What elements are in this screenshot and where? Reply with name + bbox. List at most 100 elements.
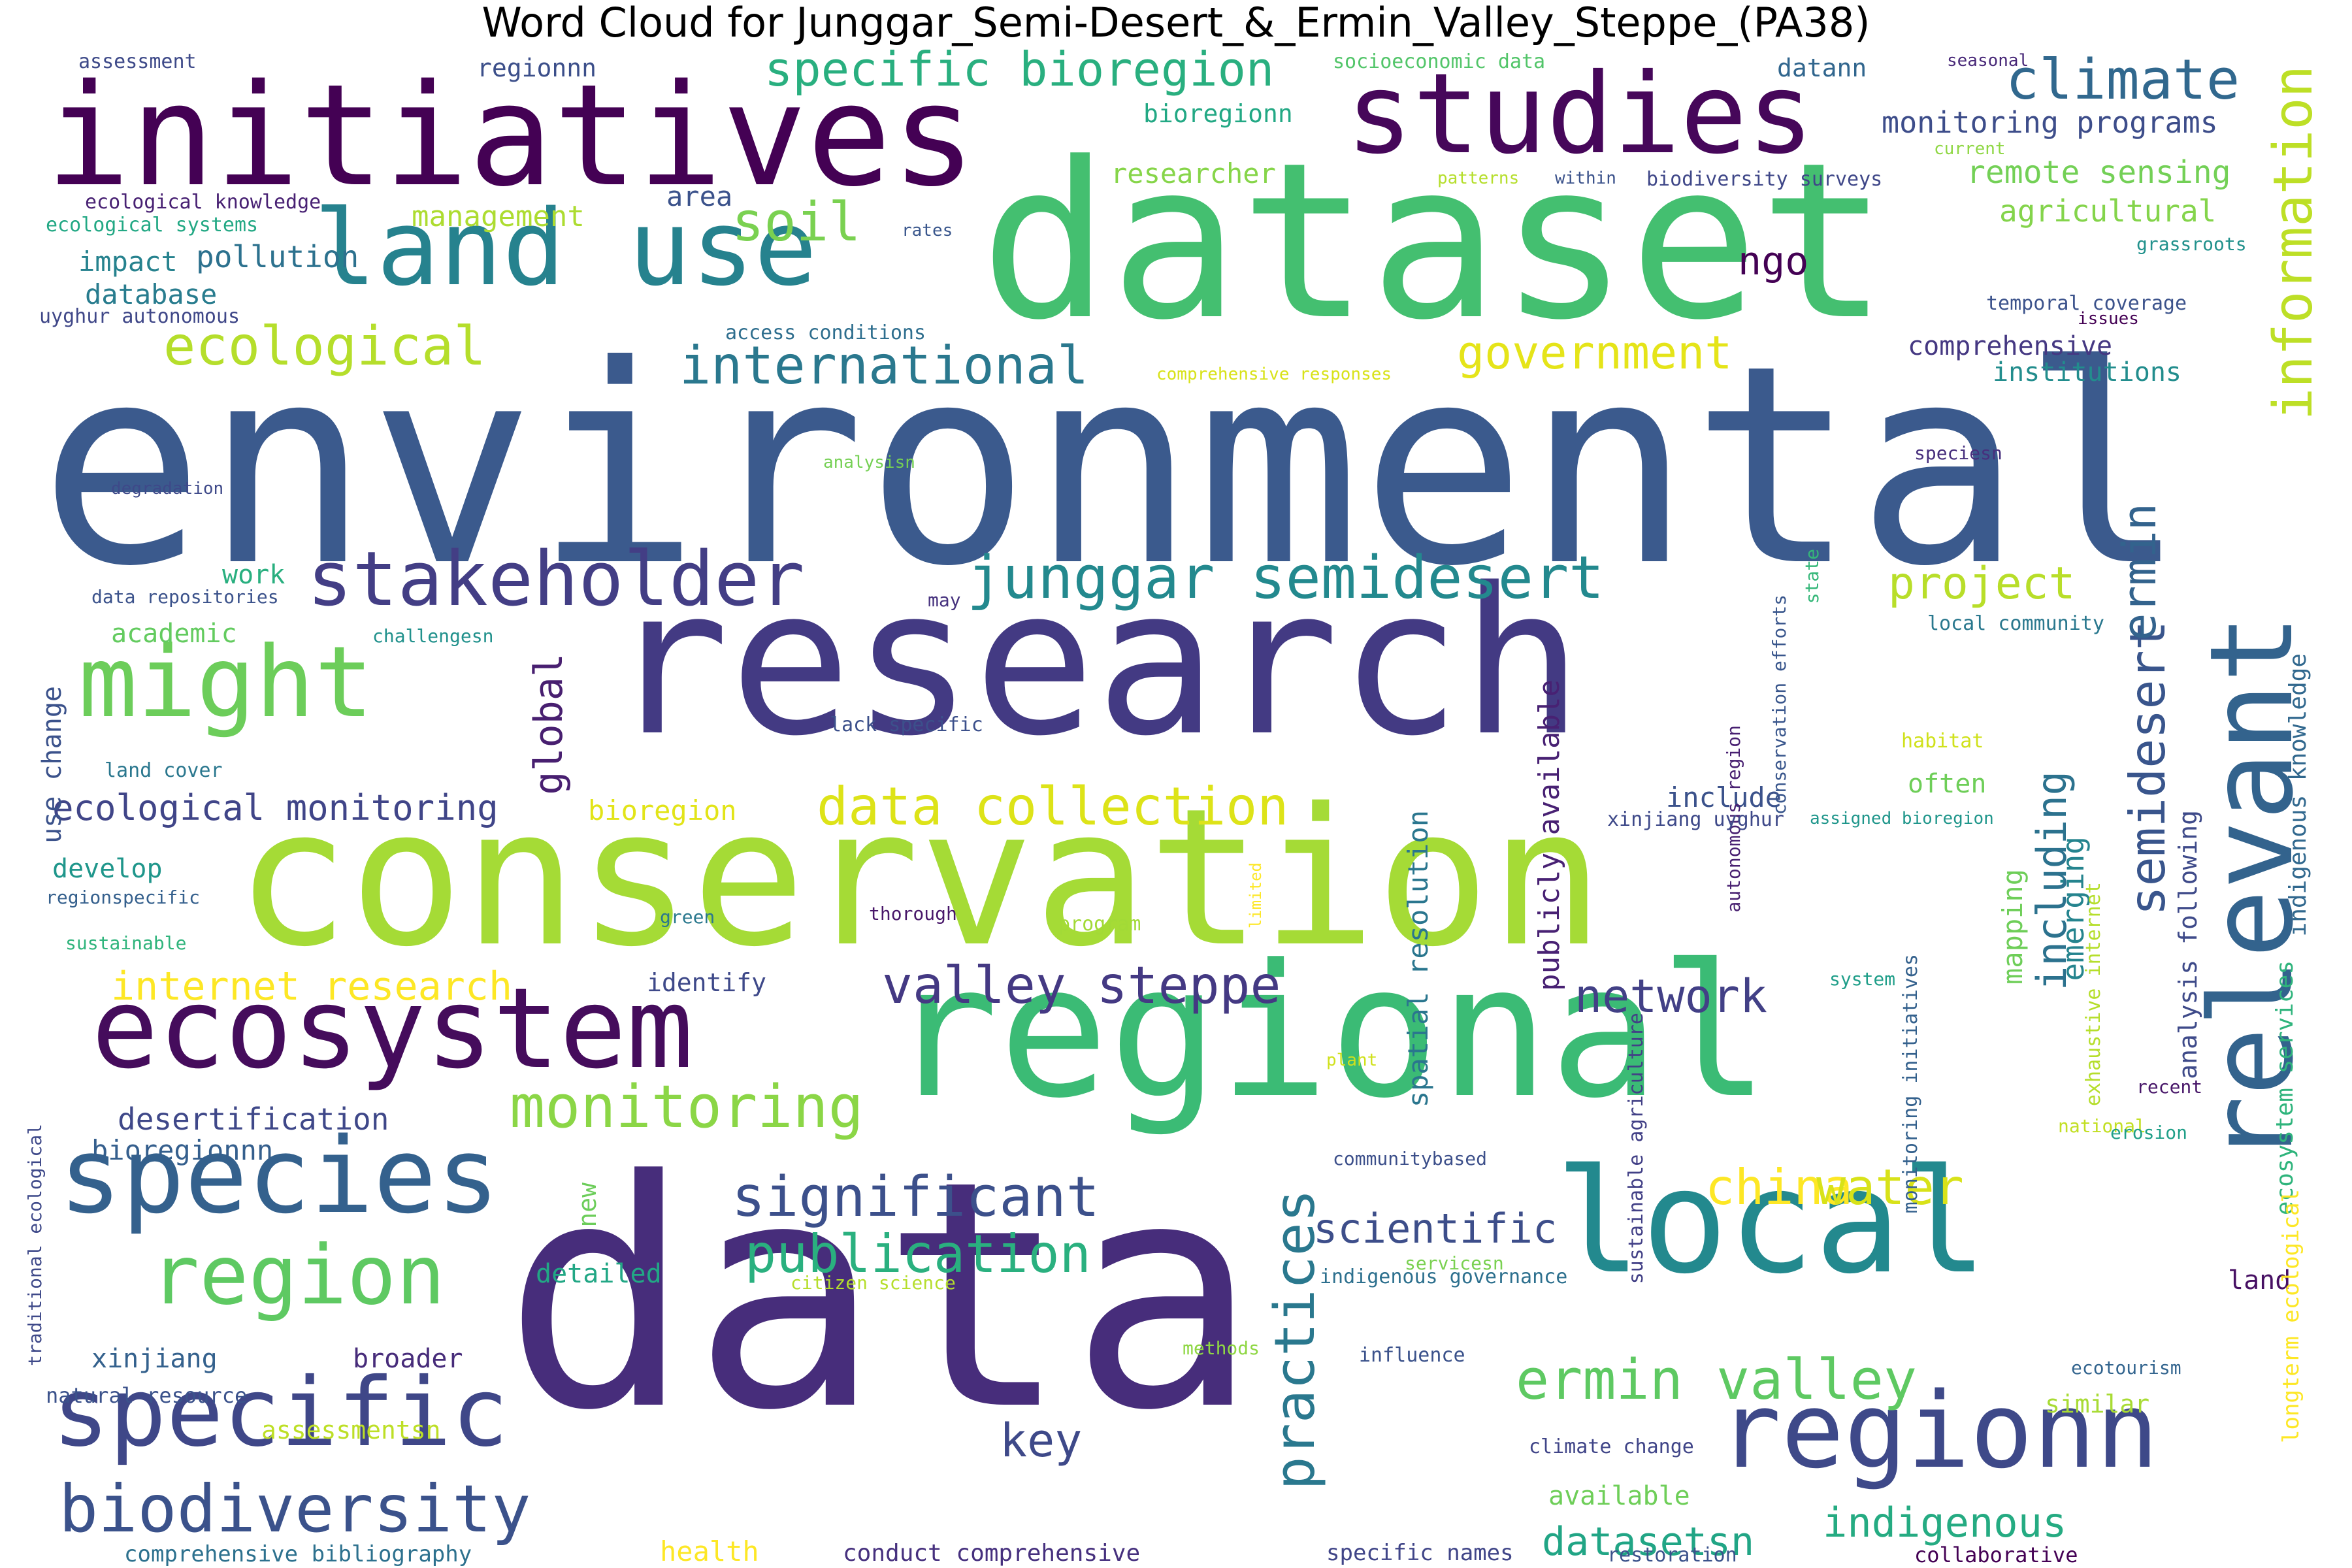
- word-detailed: detailed: [536, 1259, 662, 1289]
- word-xinjiang: xinjiang: [91, 1344, 218, 1374]
- word-bioregion: bioregion: [588, 794, 737, 826]
- word-natural-resource: natural resource: [46, 1383, 248, 1408]
- word-information: information: [2262, 65, 2325, 421]
- word-methods: methods: [1183, 1337, 1260, 1359]
- word-spatial-resolution: spatial resolution: [1402, 810, 1434, 1108]
- word-comprehensive-responses: comprehensive responses: [1156, 365, 1392, 384]
- word-rates: rates: [902, 221, 953, 240]
- word-species: species: [59, 1115, 500, 1237]
- word-sustainable: sustainable: [65, 932, 187, 954]
- word-citizen-science: citizen science: [791, 1272, 956, 1294]
- word-recent: recent: [2136, 1076, 2203, 1098]
- word-plant: plant: [1326, 1051, 1378, 1070]
- word-network: network: [1575, 970, 1768, 1023]
- word-new: new: [573, 1183, 602, 1228]
- word-patterns: patterns: [1437, 169, 1520, 188]
- word-local: local: [1555, 1138, 1988, 1305]
- word-work: work: [222, 560, 286, 590]
- word-might: might: [78, 626, 374, 740]
- word-temporal-coverage: temporal coverage: [1986, 292, 2187, 315]
- word-datasetsn: datasetsn: [1542, 1519, 1755, 1565]
- word-desertification: desertification: [118, 1102, 389, 1137]
- word-traditional-ecological: traditional ecological: [24, 1124, 46, 1366]
- word-socioeconomic-data: socioeconomic data: [1333, 50, 1546, 73]
- word-regionnn: regionnn: [477, 54, 597, 82]
- word-conservation: conservation: [235, 768, 1605, 988]
- word-regionn: regionn: [1718, 1369, 2159, 1492]
- word-management: management: [412, 200, 585, 233]
- word-studies: studies: [1346, 50, 1814, 179]
- word-significant: significant: [732, 1165, 1100, 1230]
- word-assigned-bioregion: assigned bioregion: [1810, 809, 1994, 828]
- word-habitat: habitat: [1901, 730, 1984, 753]
- word-conservation-efforts: conservation efforts: [1769, 595, 1790, 815]
- word-collaborative: collaborative: [1914, 1543, 2078, 1567]
- word-ermin: ermin: [2113, 503, 2166, 641]
- word-bioregionn: bioregionn: [1143, 99, 1293, 128]
- word-institutions: institutions: [1993, 357, 2181, 387]
- word-international: international: [679, 335, 1089, 396]
- word-environmental: environmental: [39, 307, 2187, 627]
- word-bioregionnn: bioregionnn: [91, 1134, 274, 1166]
- word-assessment: assessment: [78, 50, 197, 73]
- chart-title: Word Cloud for Junggar_Semi-Desert_&_Erm…: [482, 0, 1870, 46]
- word-xinjiang-uyghur: xinjiang uyghur: [1607, 808, 1784, 831]
- word-restoration: restoration: [1607, 1544, 1737, 1567]
- word-china: china: [1705, 1158, 1853, 1216]
- word-monitoring: monitoring: [510, 1073, 864, 1141]
- word-influence: influence: [1359, 1344, 1465, 1367]
- word-climate: climate: [2006, 48, 2240, 112]
- word-remote-sensing: remote sensing: [1967, 154, 2231, 191]
- word-sustainable-agriculture: sustainable agriculture: [1625, 1013, 1648, 1284]
- word-region: region: [150, 1228, 446, 1323]
- word-national: national: [2058, 1115, 2146, 1137]
- word-ecological-knowledge: ecological knowledge: [85, 191, 321, 214]
- word-ecological: ecological: [163, 316, 486, 378]
- word-water: water: [1816, 1158, 1964, 1216]
- word-system: system: [1829, 968, 1896, 990]
- word-land-cover: land cover: [105, 759, 223, 782]
- word-use-change: use change: [37, 686, 67, 843]
- word-government: government: [1457, 326, 1733, 380]
- word-seasonal: seasonal: [1947, 51, 2029, 71]
- word-monitoring-initiatives: monitoring initiatives: [1899, 954, 1922, 1214]
- word-degradation: degradation: [111, 479, 224, 498]
- word-junggar-semidesert: junggar semidesert: [967, 544, 1605, 612]
- word-uyghur-autonomous: uyghur autonomous: [39, 305, 240, 328]
- word-state: state: [1801, 549, 1823, 604]
- word-data-collection: data collection: [817, 776, 1289, 837]
- word-global: global: [526, 653, 572, 795]
- word-specific-bioregion: specific bioregion: [764, 42, 1275, 97]
- word-initiatives: initiatives: [46, 54, 976, 218]
- word-within: within: [1555, 169, 1616, 188]
- word-assessmentsn: assessmentsn: [261, 1416, 441, 1445]
- word-project: project: [1888, 558, 2076, 610]
- word-regional: regional: [889, 926, 1770, 1139]
- word-longterm-ecological: longterm ecological: [2278, 1189, 2304, 1443]
- word-speciesn: speciesn: [1914, 442, 2002, 464]
- word-climate-change: climate change: [1529, 1435, 1694, 1458]
- word-area: area: [666, 180, 733, 212]
- word-grassroots: grassroots: [2136, 233, 2247, 255]
- word-scientific: scientific: [1313, 1205, 1558, 1252]
- word-datann: datann: [1777, 54, 1867, 82]
- word-regionspecific: regionspecific: [46, 887, 201, 908]
- word-ecological-monitoring: ecological monitoring: [52, 787, 498, 828]
- word-available: available: [1548, 1481, 1690, 1511]
- word-exhaustive-internet: exhaustive internet: [2082, 882, 2105, 1107]
- word-similar: similar: [2045, 1390, 2150, 1418]
- word-analysis-following: analysis following: [2174, 810, 2202, 1079]
- word-ecosystem-services: ecosystem services: [2272, 960, 2298, 1216]
- word-broader: broader: [353, 1344, 463, 1374]
- word-specific-names: specific names: [1326, 1540, 1514, 1566]
- word-biodiversity-surveys: biodiversity surveys: [1646, 168, 1883, 191]
- word-ecological-systems: ecological systems: [46, 214, 259, 237]
- word-data-repositories: data repositories: [91, 586, 279, 608]
- word-identify: identify: [647, 968, 767, 997]
- word-lack-specific: lack specific: [830, 713, 983, 736]
- word-valley-steppe: valley steppe: [882, 956, 1281, 1015]
- word-communitybased: communitybased: [1333, 1148, 1488, 1169]
- word-may: may: [928, 589, 961, 611]
- word-ecosystem: ecosystem: [91, 964, 694, 1094]
- word-erosion: erosion: [2110, 1122, 2188, 1143]
